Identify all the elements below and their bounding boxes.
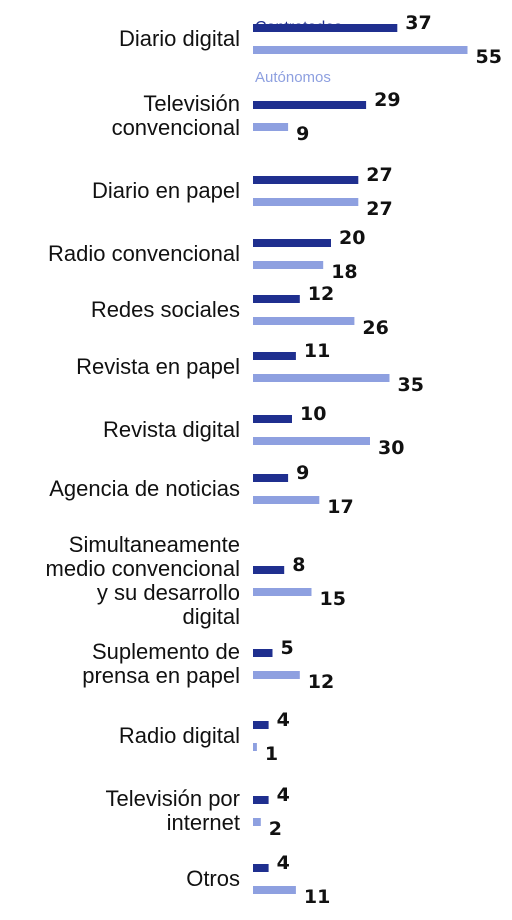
bar-autonomos [253, 123, 288, 131]
value-label-autonomos: 55 [476, 46, 502, 68]
bar-contratados [253, 474, 288, 482]
value-label-contratados: 12 [308, 283, 334, 305]
bar-contratados [253, 24, 397, 32]
legend-autonomos: Autónomos [255, 69, 331, 86]
bar-autonomos [253, 886, 296, 894]
value-label-contratados: 37 [405, 12, 431, 34]
category-label: Simultaneamente [69, 532, 240, 557]
value-label-contratados: 9 [296, 462, 309, 484]
category-label: Revista digital [103, 417, 240, 442]
category-label: prensa en papel [82, 663, 240, 688]
category-label: Agencia de noticias [49, 476, 240, 501]
value-label-contratados: 5 [281, 637, 294, 659]
bar-contratados [253, 352, 296, 360]
category-label: digital [183, 604, 240, 629]
bar-contratados [253, 566, 284, 574]
category-label: Radio digital [119, 723, 240, 748]
value-label-contratados: 8 [292, 554, 305, 576]
category-label: Diario en papel [92, 178, 240, 203]
value-label-autonomos: 12 [308, 671, 334, 693]
value-label-autonomos: 1 [265, 743, 278, 765]
value-label-autonomos: 9 [296, 123, 309, 145]
bar-contratados [253, 239, 331, 247]
bar-contratados [253, 721, 269, 729]
bar-contratados [253, 415, 292, 423]
value-label-autonomos: 35 [398, 374, 424, 396]
value-label-contratados: 20 [339, 227, 365, 249]
bar-autonomos [253, 46, 468, 54]
category-label: medio convencional [46, 556, 240, 581]
category-label: y su desarrollo [97, 580, 240, 605]
category-label: Otros [186, 866, 240, 891]
value-label-contratados: 4 [277, 784, 290, 806]
value-label-autonomos: 2 [269, 818, 282, 840]
value-label-contratados: 4 [277, 852, 290, 874]
category-label: Televisión por [105, 786, 240, 811]
bar-autonomos [253, 496, 319, 504]
category-label: Diario digital [119, 26, 240, 51]
category-label: Radio convencional [48, 241, 240, 266]
bar-autonomos [253, 818, 261, 826]
value-label-autonomos: 30 [378, 437, 404, 459]
category-label: Revista en papel [76, 354, 240, 379]
category-label: internet [167, 810, 240, 835]
bar-autonomos [253, 437, 370, 445]
category-label: Suplemento de [92, 639, 240, 664]
bar-contratados [253, 649, 273, 657]
value-label-autonomos: 26 [362, 317, 388, 339]
value-label-contratados: 11 [304, 340, 330, 362]
category-label: Televisión [143, 91, 240, 116]
value-label-autonomos: 15 [320, 588, 346, 610]
bar-contratados [253, 295, 300, 303]
value-label-contratados: 4 [277, 709, 290, 731]
chart-rows: Diario digital 37 55 Televisiónconvencional… [46, 12, 502, 908]
bar-autonomos [253, 374, 390, 382]
value-label-autonomos: 27 [366, 198, 392, 220]
category-label: convencional [112, 115, 240, 140]
bar-autonomos [253, 317, 354, 325]
bar-autonomos [253, 588, 312, 596]
bar-contratados [253, 176, 358, 184]
value-label-autonomos: 11 [304, 886, 330, 908]
bar-autonomos [253, 261, 323, 269]
bar-contratados [253, 101, 366, 109]
bar-contratados [253, 864, 269, 872]
bar-autonomos [253, 743, 257, 751]
value-label-contratados: 29 [374, 89, 400, 111]
bar-contratados [253, 796, 269, 804]
bar-autonomos [253, 671, 300, 679]
value-label-autonomos: 18 [331, 261, 357, 283]
bar-autonomos [253, 198, 358, 206]
value-label-autonomos: 17 [327, 496, 353, 518]
value-label-contratados: 27 [366, 164, 392, 186]
value-label-contratados: 10 [300, 403, 326, 425]
category-label: Redes sociales [91, 297, 240, 322]
